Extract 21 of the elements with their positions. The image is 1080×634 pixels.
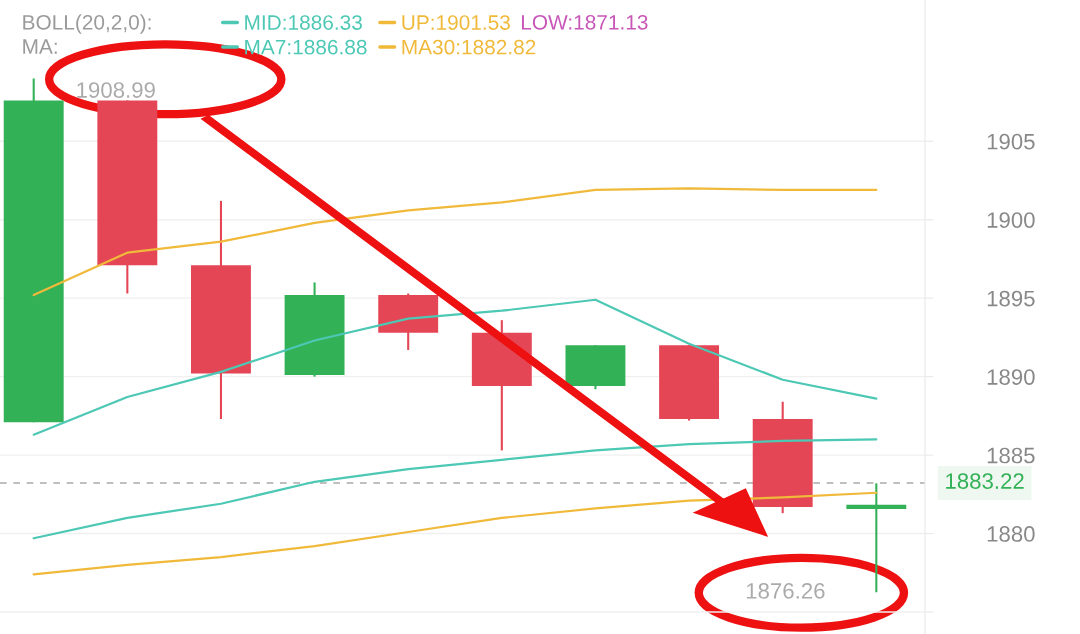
annotation: 1908.99 <box>77 82 155 98</box>
y-tick-label: 1890 <box>987 369 1035 385</box>
y-tick-label: 1900 <box>987 212 1035 228</box>
line-series <box>32 438 878 540</box>
y-tick-label: 1895 <box>987 290 1035 307</box>
annotation: MA: <box>23 39 57 54</box>
annotation: 1876.26 <box>746 583 825 599</box>
line-series <box>32 187 878 297</box>
annotation: LOW:1871.13 <box>521 14 648 30</box>
y-tick-label: 1885 <box>987 447 1035 464</box>
y-tick-label: 1880 <box>987 526 1035 542</box>
legend-label: UP:1901.53 <box>402 15 510 30</box>
legend-label: MA30:1882.82 <box>402 39 536 55</box>
candlestick <box>846 482 907 594</box>
annotation: BOLL(20,2,0): <box>23 14 151 34</box>
line-series <box>32 298 878 436</box>
line-series <box>32 491 878 576</box>
ref-line-label: 1883.22 <box>946 473 1024 489</box>
legend-label: MID:1886.33 <box>245 15 362 30</box>
legend-label: MA7:1886.88 <box>245 39 367 55</box>
y-tick-label: 1905 <box>987 133 1035 150</box>
